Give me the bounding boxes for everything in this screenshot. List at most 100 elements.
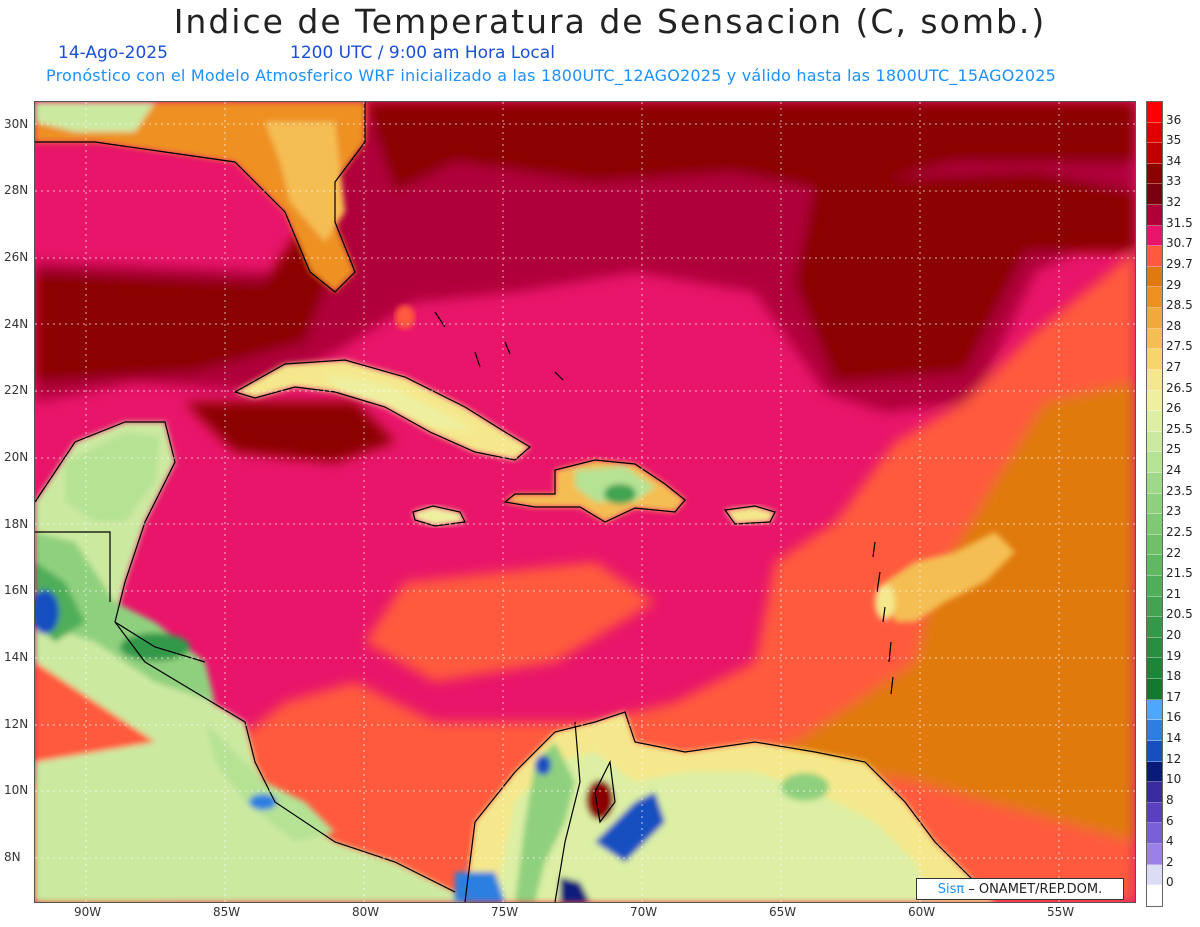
color-scale-level-label: 27.5 (1166, 339, 1193, 354)
color-scale-level-label: 28.5 (1166, 298, 1193, 313)
color-scale-level-label: 19 (1166, 648, 1182, 663)
color-scale-swatch (1147, 782, 1162, 803)
color-scale-swatch (1147, 287, 1162, 309)
color-scale-level-label: 20.5 (1166, 607, 1193, 622)
lat-label-8n: 8N (4, 850, 21, 864)
color-scale-level-label: 22.5 (1166, 524, 1193, 539)
color-scale-swatch (1147, 246, 1162, 267)
color-scale-level-label: 25 (1166, 442, 1182, 457)
color-scale-swatch (1147, 596, 1162, 618)
lat-label-20n: 20N (4, 450, 29, 464)
lat-label-28n: 28N (4, 183, 29, 197)
color-scale-swatch (1147, 205, 1162, 226)
color-scale-level-label: 26.5 (1166, 380, 1193, 395)
color-scale-level-label: 8 (1166, 792, 1174, 807)
color-scale-swatch (1147, 431, 1162, 453)
forecast-date: 14-Ago-2025 (58, 43, 168, 63)
lat-label-16n: 16N (4, 583, 29, 597)
heat-index-map (34, 101, 1136, 903)
color-scale-level-label: 25.5 (1166, 421, 1193, 436)
color-scale-level-label: 14 (1166, 731, 1182, 746)
color-scale-level-label: 34 (1166, 153, 1182, 168)
color-scale-level-label: 2 (1166, 854, 1174, 869)
color-scale-swatch (1147, 534, 1162, 556)
lon-label-65w: 65W (769, 905, 797, 919)
color-scale-level-label: 28 (1166, 318, 1182, 333)
color-scale-bar (1146, 101, 1163, 907)
color-scale-swatch (1147, 720, 1162, 741)
color-scale-level-label: 20 (1166, 628, 1182, 642)
color-scale-level-label: 23.5 (1166, 483, 1193, 498)
color-scale-swatch (1147, 658, 1162, 680)
map-title: Indice de Temperatura de Sensacion (C, s… (173, 2, 1047, 41)
color-scale-swatch (1147, 843, 1162, 865)
lon-label-60w: 60W (908, 905, 936, 919)
lat-lon-grid (35, 102, 1135, 902)
color-scale-swatch (1147, 102, 1162, 123)
color-scale-swatch (1147, 225, 1162, 247)
lon-label-55w: 55W (1047, 905, 1075, 919)
color-scale-swatch (1147, 184, 1162, 206)
color-scale-level-label: 18 (1166, 669, 1182, 684)
lat-label-26n: 26N (4, 250, 29, 264)
color-scale-level-label: 0 (1166, 875, 1174, 890)
color-scale-level-label: 27 (1166, 360, 1182, 374)
color-scale-swatch (1147, 514, 1162, 535)
color-scale-swatch (1147, 885, 1162, 906)
color-scale-level-label: 22 (1166, 545, 1182, 560)
color-scale-level-label: 29.7 (1166, 256, 1193, 271)
color-scale-level-label: 29 (1166, 277, 1182, 292)
color-scale-level-label: 10 (1166, 772, 1182, 787)
color-scale-swatch (1147, 163, 1162, 185)
coastlines (35, 102, 976, 902)
color-scale-level-label: 26 (1166, 401, 1182, 416)
color-scale-level-label: 21 (1166, 586, 1182, 601)
color-scale-swatch (1147, 308, 1162, 329)
land-masses (35, 102, 1015, 902)
color-scale-swatch (1147, 637, 1162, 659)
credit-brand: Sisπ (937, 881, 965, 897)
color-scale-swatch (1147, 266, 1162, 288)
color-scale-swatch (1147, 349, 1162, 370)
lon-label-80w: 80W (352, 905, 380, 919)
color-scale-swatch (1147, 802, 1162, 824)
color-scale-level-label: 6 (1166, 813, 1174, 828)
lat-label-12n: 12N (4, 717, 29, 731)
color-scale-level-label: 12 (1166, 751, 1182, 766)
lon-label-70w: 70W (630, 905, 658, 919)
color-scale-swatch (1147, 761, 1162, 783)
model-run-info: Pronóstico con el Modelo Atmosferico WRF… (46, 66, 1057, 85)
color-scale-swatch (1147, 452, 1162, 473)
map-canvas (35, 102, 1135, 902)
color-scale-swatch (1147, 390, 1162, 412)
color-scale-level-label: 33 (1166, 174, 1182, 189)
lat-label-24n: 24N (4, 317, 29, 331)
lon-label-90w: 90W (74, 905, 102, 919)
color-scale-swatch (1147, 143, 1162, 164)
color-scale-level-label: 30.7 (1166, 236, 1193, 251)
lon-label-85w: 85W (213, 905, 241, 919)
color-scale-swatch (1147, 576, 1162, 597)
lat-label-30n: 30N (4, 117, 29, 131)
color-scale-swatch (1147, 740, 1162, 762)
lat-label-22n: 22N (4, 383, 29, 397)
lat-label-14n: 14N (4, 650, 29, 664)
forecast-time: 1200 UTC / 9:00 am Hora Local (290, 43, 555, 63)
color-scale-swatch (1147, 679, 1162, 700)
color-scale-swatch (1147, 411, 1162, 432)
color-scale-swatch (1147, 122, 1162, 144)
color-scale-level-label: 31.5 (1166, 215, 1193, 230)
credit-text: – ONAMET/REP.DOM. (968, 881, 1103, 897)
color-scale-swatch (1147, 369, 1162, 391)
color-scale-swatch (1147, 328, 1162, 350)
credit-box: Sisπ – ONAMET/REP.DOM. (916, 878, 1124, 900)
color-scale-swatch (1147, 617, 1162, 638)
color-scale-level-label: 32 (1166, 195, 1182, 210)
color-scale-level-label: 17 (1166, 689, 1182, 704)
color-scale-level-label: 36 (1166, 112, 1182, 127)
color-scale-swatch (1147, 699, 1162, 721)
color-scale-level-label: 24 (1166, 463, 1182, 478)
color-scale-swatch (1147, 493, 1162, 515)
color-scale-swatch (1147, 555, 1162, 577)
color-scale-level-label: 4 (1166, 834, 1174, 849)
